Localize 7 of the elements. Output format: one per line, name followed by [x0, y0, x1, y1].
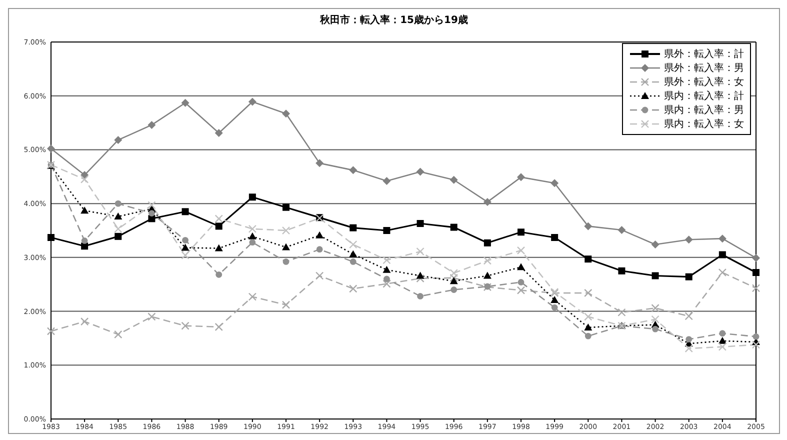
- legend-label: 県内：転入率：計: [664, 90, 744, 103]
- legend-label: 県内：転入率：男: [664, 104, 744, 117]
- legend-label: 県外：転入率：計: [664, 48, 744, 61]
- legend-label: 県外：転入率：男: [664, 62, 744, 75]
- legend-label: 県内：転入率：女: [664, 118, 744, 131]
- legend-label: 県外：転入率：女: [664, 76, 744, 89]
- chart-title: 秋田市：転入率：15歳から19歳: [318, 13, 469, 27]
